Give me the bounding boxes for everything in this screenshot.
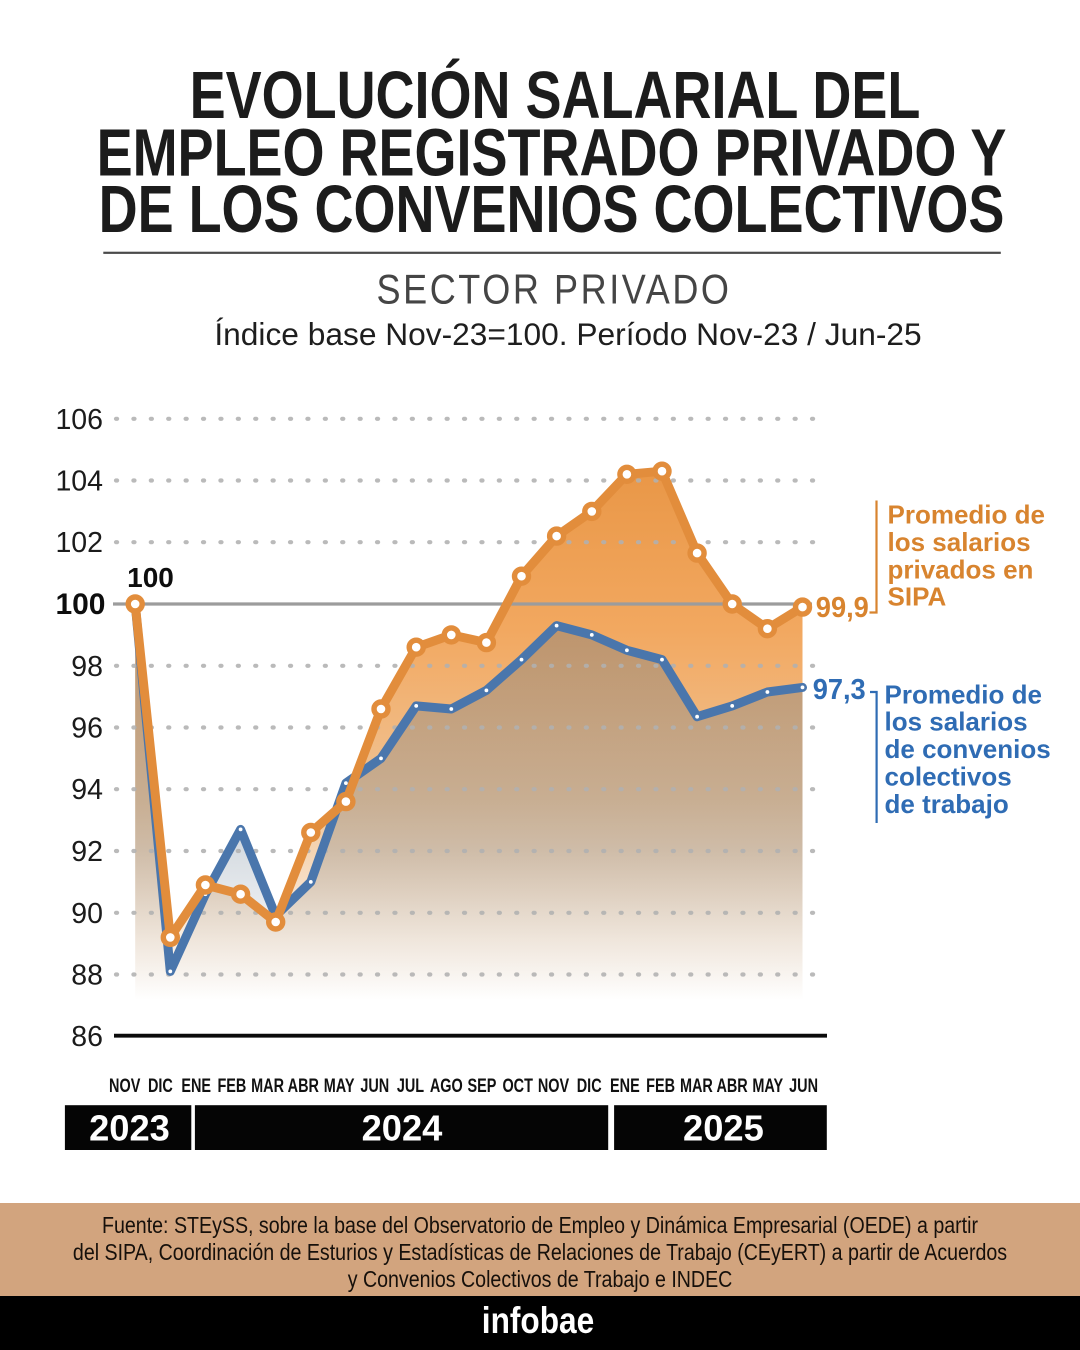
svg-text:86: 86 — [71, 1021, 103, 1053]
svg-text:ENE: ENE — [610, 1076, 640, 1097]
svg-text:del SIPA, Coordinación de Estu: del SIPA, Coordinación de Esturios y Est… — [73, 1240, 1007, 1266]
svg-text:NOV: NOV — [109, 1076, 141, 1097]
svg-text:2024: 2024 — [362, 1108, 443, 1149]
svg-text:EVOLUCIÓN SALARIAL DEL: EVOLUCIÓN SALARIAL DEL — [190, 57, 921, 132]
svg-text:y Convenios Colectivos de Trab: y Convenios Colectivos de Trabajo e INDE… — [348, 1267, 733, 1293]
svg-text:MAR: MAR — [251, 1076, 284, 1097]
svg-text:2025: 2025 — [683, 1108, 764, 1149]
svg-text:los salarios: los salarios — [888, 527, 1031, 557]
svg-text:infobae: infobae — [482, 1301, 594, 1342]
svg-text:MAY: MAY — [324, 1076, 355, 1097]
svg-text:ABR: ABR — [716, 1076, 748, 1097]
svg-text:99,9: 99,9 — [816, 592, 869, 624]
svg-text:97,3: 97,3 — [813, 674, 866, 706]
svg-text:FEB: FEB — [646, 1076, 675, 1097]
svg-text:DE LOS CONVENIOS COLECTIVOS: DE LOS CONVENIOS COLECTIVOS — [99, 171, 1005, 246]
svg-text:Índice base Nov-23=100. Períod: Índice base Nov-23=100. Período Nov-23 /… — [214, 316, 921, 352]
svg-text:MAR: MAR — [680, 1076, 713, 1097]
svg-text:94: 94 — [71, 774, 103, 806]
svg-text:92: 92 — [71, 836, 103, 868]
svg-text:96: 96 — [71, 713, 103, 745]
svg-text:MAY: MAY — [752, 1076, 783, 1097]
svg-text:DIC: DIC — [148, 1076, 173, 1097]
svg-text:102: 102 — [55, 527, 103, 559]
svg-text:EMPLEO REGISTRADO PRIVADO Y: EMPLEO REGISTRADO PRIVADO Y — [97, 115, 1007, 190]
svg-text:104: 104 — [55, 466, 103, 498]
svg-text:JUN: JUN — [360, 1076, 389, 1097]
svg-text:Fuente: STEySS, sobre la base: Fuente: STEySS, sobre la base del Observ… — [102, 1213, 978, 1239]
svg-text:88: 88 — [71, 960, 103, 992]
svg-text:DIC: DIC — [577, 1076, 602, 1097]
svg-text:100: 100 — [127, 562, 174, 593]
svg-text:100: 100 — [55, 588, 105, 621]
svg-text:ENE: ENE — [181, 1076, 211, 1097]
svg-text:Promedio de: Promedio de — [885, 679, 1042, 709]
svg-text:colectivos: colectivos — [885, 762, 1012, 792]
svg-text:de convenios: de convenios — [885, 734, 1051, 764]
svg-text:AGO: AGO — [430, 1076, 463, 1097]
svg-text:NOV: NOV — [538, 1076, 570, 1097]
svg-text:ABR: ABR — [288, 1076, 320, 1097]
svg-text:privados en: privados en — [888, 554, 1034, 584]
svg-text:de trabajo: de trabajo — [885, 789, 1009, 819]
svg-text:98: 98 — [71, 651, 103, 683]
svg-text:los salarios: los salarios — [885, 707, 1028, 737]
svg-text:SIPA: SIPA — [888, 582, 947, 612]
svg-text:OCT: OCT — [502, 1076, 533, 1097]
svg-text:JUN: JUN — [789, 1076, 818, 1097]
svg-text:2023: 2023 — [89, 1108, 170, 1149]
svg-text:106: 106 — [55, 404, 103, 436]
svg-text:FEB: FEB — [217, 1076, 246, 1097]
svg-text:90: 90 — [71, 898, 103, 930]
svg-text:SECTOR PRIVADO: SECTOR PRIVADO — [376, 267, 731, 313]
svg-text:JUL: JUL — [397, 1076, 425, 1097]
svg-text:Promedio de: Promedio de — [888, 500, 1045, 530]
svg-text:SEP: SEP — [468, 1076, 497, 1097]
